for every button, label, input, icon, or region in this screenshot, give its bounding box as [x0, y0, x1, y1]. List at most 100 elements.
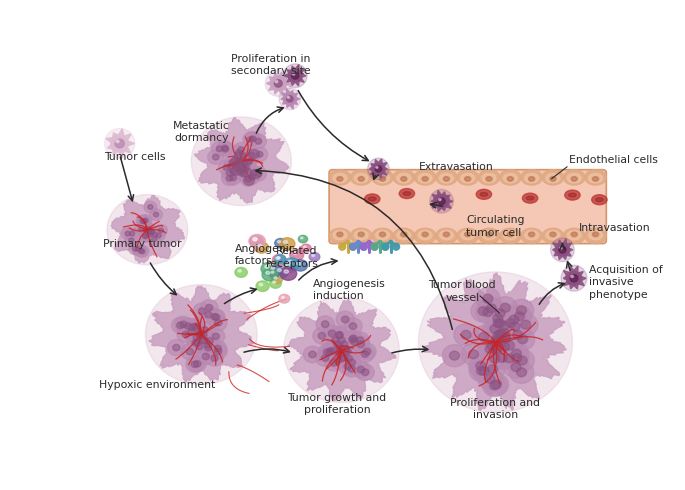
Ellipse shape: [516, 306, 527, 315]
Polygon shape: [281, 89, 300, 109]
Ellipse shape: [449, 351, 460, 360]
Ellipse shape: [275, 257, 279, 260]
Ellipse shape: [186, 356, 203, 372]
Ellipse shape: [477, 367, 486, 375]
Ellipse shape: [313, 327, 331, 344]
Ellipse shape: [457, 228, 479, 244]
Ellipse shape: [202, 353, 210, 360]
Ellipse shape: [243, 165, 249, 171]
Ellipse shape: [495, 319, 505, 328]
Ellipse shape: [217, 142, 234, 156]
Ellipse shape: [328, 330, 336, 337]
Ellipse shape: [483, 331, 507, 353]
Ellipse shape: [191, 327, 209, 343]
Ellipse shape: [233, 153, 249, 167]
Ellipse shape: [142, 219, 147, 224]
Ellipse shape: [342, 354, 361, 371]
Ellipse shape: [349, 336, 356, 343]
Ellipse shape: [250, 136, 256, 142]
Ellipse shape: [195, 332, 212, 348]
Ellipse shape: [249, 174, 256, 180]
Ellipse shape: [192, 327, 210, 343]
Ellipse shape: [482, 173, 496, 183]
Ellipse shape: [230, 157, 241, 167]
Ellipse shape: [139, 215, 152, 226]
Ellipse shape: [499, 321, 510, 330]
Ellipse shape: [510, 361, 534, 383]
Ellipse shape: [336, 341, 355, 357]
Ellipse shape: [309, 252, 320, 261]
Ellipse shape: [242, 167, 248, 172]
Ellipse shape: [208, 309, 225, 325]
Ellipse shape: [497, 353, 507, 363]
Ellipse shape: [351, 336, 370, 353]
Ellipse shape: [500, 332, 510, 341]
Ellipse shape: [514, 314, 538, 336]
Ellipse shape: [486, 304, 497, 313]
Text: Metastatic
dormancy: Metastatic dormancy: [173, 121, 229, 143]
Ellipse shape: [461, 173, 475, 183]
Ellipse shape: [188, 335, 206, 351]
Ellipse shape: [309, 351, 316, 358]
Ellipse shape: [502, 309, 526, 331]
Ellipse shape: [312, 254, 314, 257]
Ellipse shape: [142, 234, 148, 239]
Ellipse shape: [369, 197, 376, 201]
Ellipse shape: [484, 332, 508, 354]
Ellipse shape: [249, 152, 255, 158]
Ellipse shape: [200, 299, 218, 316]
Ellipse shape: [500, 303, 510, 312]
Ellipse shape: [567, 230, 581, 240]
Ellipse shape: [212, 333, 219, 340]
Ellipse shape: [271, 275, 282, 284]
Ellipse shape: [493, 322, 517, 344]
Ellipse shape: [478, 228, 500, 244]
Ellipse shape: [270, 264, 273, 266]
Ellipse shape: [336, 350, 353, 367]
Ellipse shape: [488, 365, 497, 374]
Ellipse shape: [323, 349, 331, 355]
Ellipse shape: [184, 323, 192, 329]
Ellipse shape: [211, 355, 218, 361]
Ellipse shape: [132, 243, 145, 255]
Ellipse shape: [336, 332, 343, 339]
Ellipse shape: [492, 380, 501, 389]
Ellipse shape: [510, 299, 534, 321]
Ellipse shape: [334, 341, 341, 348]
Ellipse shape: [595, 198, 603, 202]
Circle shape: [371, 243, 378, 250]
Text: Intravasation: Intravasation: [579, 223, 650, 233]
Ellipse shape: [153, 212, 159, 217]
Ellipse shape: [297, 262, 301, 265]
Ellipse shape: [564, 190, 580, 200]
Ellipse shape: [493, 314, 503, 323]
Ellipse shape: [147, 228, 151, 233]
Ellipse shape: [292, 73, 299, 79]
Circle shape: [360, 243, 367, 250]
Ellipse shape: [368, 158, 389, 180]
Ellipse shape: [561, 265, 587, 291]
Ellipse shape: [271, 271, 274, 273]
Ellipse shape: [332, 337, 339, 343]
Ellipse shape: [342, 348, 349, 354]
Ellipse shape: [247, 166, 262, 180]
Ellipse shape: [303, 246, 306, 248]
Ellipse shape: [438, 198, 445, 205]
Ellipse shape: [149, 230, 155, 235]
Ellipse shape: [214, 345, 221, 352]
Ellipse shape: [571, 275, 573, 277]
Ellipse shape: [593, 176, 599, 181]
Ellipse shape: [158, 228, 164, 233]
Ellipse shape: [236, 159, 242, 164]
Ellipse shape: [223, 159, 239, 174]
Circle shape: [339, 243, 346, 250]
Polygon shape: [423, 273, 566, 411]
Ellipse shape: [399, 189, 414, 198]
Ellipse shape: [270, 279, 282, 288]
Ellipse shape: [397, 173, 411, 183]
Ellipse shape: [284, 297, 399, 402]
Ellipse shape: [231, 146, 247, 160]
Ellipse shape: [521, 320, 531, 329]
Ellipse shape: [329, 352, 347, 369]
Ellipse shape: [357, 366, 364, 373]
